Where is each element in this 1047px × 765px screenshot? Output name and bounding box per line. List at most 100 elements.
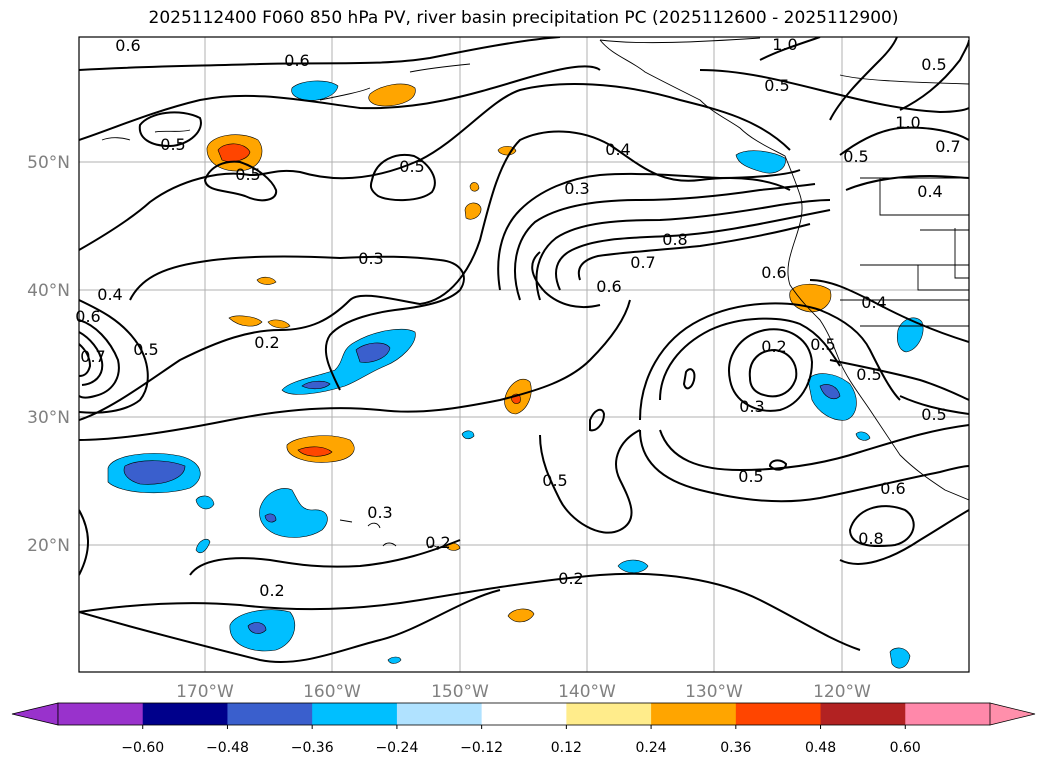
contour-label: 0.5	[133, 340, 158, 359]
colorbar-segment	[312, 703, 398, 725]
contour-label: 1.0	[895, 113, 920, 132]
contour-line-0.2-bottom	[79, 572, 861, 651]
precip-patch-negative	[617, 559, 649, 574]
precip-patch-negative	[855, 431, 871, 441]
colorbar-segment	[566, 703, 652, 725]
contour-line-0.2-south	[189, 539, 461, 576]
colorbar-frame	[57, 702, 991, 726]
pv-contours	[79, 37, 969, 663]
lon-label-140w: 140°W	[558, 682, 616, 702]
contour-label: 0.4	[861, 293, 886, 312]
coastline-alaska	[599, 37, 761, 44]
contour-label: 0.4	[605, 140, 630, 159]
colorbar-segments	[58, 703, 991, 725]
contour-label: 0.2	[558, 569, 583, 588]
chart-title: 2025112400 F060 850 hPa PV, river basin …	[148, 8, 899, 28]
contour-label: 0.4	[97, 285, 122, 304]
precip-patch-strong-positive	[297, 446, 333, 457]
contour-label: 0.2	[254, 333, 279, 352]
contour-label: 0.2	[425, 533, 450, 552]
graticule	[79, 37, 969, 672]
contour-line-0.8-north	[699, 69, 969, 114]
contour-line-0.5-coast	[829, 359, 969, 401]
contour-label: 0.8	[858, 529, 883, 548]
contour-line-0.2-edge	[79, 509, 89, 576]
colorbar-tick-label: −0.36	[291, 740, 334, 756]
contour-label: 0.3	[739, 397, 764, 416]
contour-line-0.2-bottom-2	[79, 589, 501, 663]
colorbar-extend-min	[11, 702, 59, 726]
lon-label-170w: 170°W	[176, 682, 234, 702]
colorbar-tick-label: −0.12	[460, 740, 503, 756]
contour-line-0.4-coast	[809, 279, 969, 343]
contour-line-0.5-loop	[369, 154, 436, 202]
coastline-hawaii	[339, 519, 439, 551]
contour-line-0.5-loop	[138, 111, 202, 148]
contour-label: 0.5	[764, 76, 789, 95]
contour-line-0.6-east	[839, 509, 969, 565]
contour-label: 0.6	[284, 51, 309, 70]
contour-label: 0.7	[935, 137, 960, 156]
colorbar-tick-label: 0.60	[890, 740, 921, 756]
contour-label: 0.6	[115, 36, 140, 55]
contour-line-0.4-east	[639, 302, 901, 421]
contour-label: 0.5	[738, 467, 763, 486]
contour-label: 0.5	[921, 55, 946, 74]
precip-patch-negative	[195, 495, 215, 510]
longitude-labels: 170°W 160°W 150°W 140°W 130°W 120°W	[176, 682, 871, 702]
lon-label-130w: 130°W	[685, 682, 743, 702]
colorbar-ticks: −0.60 −0.48 −0.36 −0.24 −0.12 0.12 0.24 0.36 0.4…	[121, 725, 921, 756]
colorbar-segment	[820, 703, 906, 725]
contour-line-0.4	[79, 83, 791, 251]
lon-label-160w: 160°W	[303, 682, 361, 702]
colorbar-extend-max	[989, 702, 1036, 726]
colorbar-segment	[227, 703, 313, 725]
colorbar-segment	[481, 703, 567, 725]
contour-line-0.8-jet	[577, 223, 811, 281]
precip-patch-strong-negative	[247, 622, 267, 634]
precip-patch-strong-negative	[355, 342, 391, 363]
colorbar-tick-label: 0.24	[636, 740, 667, 756]
contour-label: 0.6	[75, 307, 100, 326]
contour-line-0.5-loop	[203, 160, 278, 202]
contour-line-small-loop	[589, 408, 606, 432]
contour-line-0.2-loop	[728, 328, 814, 412]
map-frame	[78, 36, 970, 673]
precip-patch-strong-negative	[301, 380, 331, 390]
contour-line-0.3-east	[659, 317, 841, 401]
contour-line-0.3-mid	[129, 255, 465, 391]
contour-label: 0.2	[761, 337, 786, 356]
contour-line-0.7-west	[79, 343, 92, 377]
colorbar-segment	[651, 703, 737, 725]
contour-line-0.5-west	[79, 319, 120, 399]
contour-label: 0.7	[630, 253, 655, 272]
contour-label: 0.6	[880, 479, 905, 498]
map-background	[79, 37, 969, 672]
contour-line-0.6-north	[79, 37, 561, 71]
contour-label: 0.5	[843, 147, 868, 166]
precip-patch-positive	[507, 608, 535, 623]
contour-label: 0.6	[761, 263, 786, 282]
colorbar-tick-label: 0.48	[805, 740, 836, 756]
contour-label: 0.4	[917, 182, 942, 201]
contour-line-0.5-jet	[514, 183, 816, 301]
contour-label: 0.5	[542, 471, 567, 490]
contour-line-0.6-jet	[535, 199, 831, 301]
contour-line-0.5-coast-2	[899, 395, 969, 415]
precip-patch-positive	[469, 182, 480, 192]
contour-label: 0.3	[358, 249, 383, 268]
precip-patch-strong-negative	[123, 460, 186, 485]
contour-label: 0.5	[810, 335, 835, 354]
coastlines	[101, 37, 969, 551]
contour-line-0.5-east-2	[659, 424, 969, 472]
colorbar-tick-label: 0.12	[551, 740, 582, 756]
contour-line-0.7-jet	[555, 209, 831, 291]
coastline-north-america	[599, 39, 969, 501]
contour-line-0.6-west	[79, 331, 104, 386]
contour-line-0.4-west	[79, 299, 149, 414]
state-borders	[840, 177, 969, 327]
contour-line-1.0-north	[759, 37, 821, 61]
lon-label-150w: 150°W	[431, 682, 489, 702]
precip-patch-negative	[195, 538, 211, 554]
